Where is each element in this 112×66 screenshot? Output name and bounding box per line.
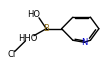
Text: B: B — [43, 24, 49, 33]
Text: Cl: Cl — [7, 50, 15, 59]
Text: HHO: HHO — [18, 34, 37, 43]
Text: HO: HO — [27, 10, 40, 19]
Text: N: N — [80, 38, 87, 47]
